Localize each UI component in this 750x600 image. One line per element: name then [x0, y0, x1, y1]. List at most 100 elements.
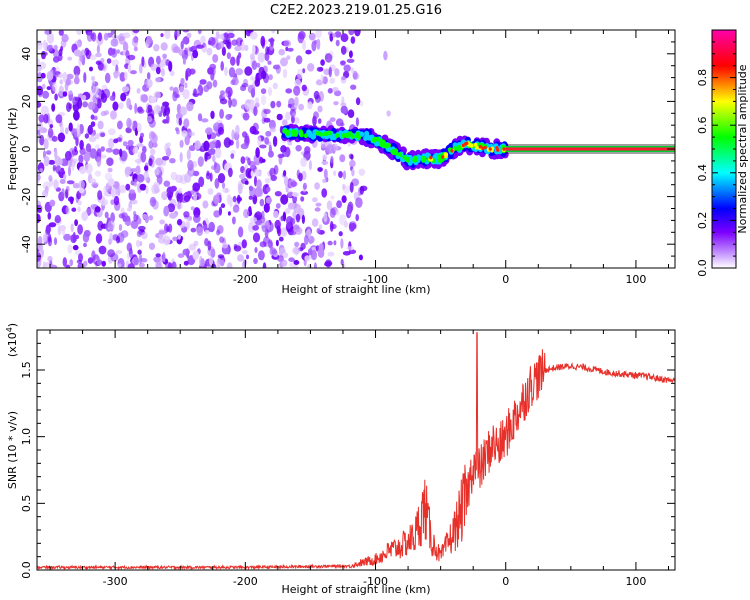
- spectrogram-noise-blob: [155, 263, 163, 268]
- spectrogram-noise-blob: [48, 175, 53, 182]
- spectrogram-noise-blob: [383, 50, 388, 61]
- spectrogram-noise-blob: [205, 172, 211, 180]
- spectrogram-noise-blob: [117, 120, 123, 130]
- spectrogram-noise-blob: [150, 63, 158, 71]
- spectrogram-noise-blob: [329, 117, 336, 122]
- spectrogram-noise-blob: [226, 52, 231, 60]
- spectrogram-noise-blob: [61, 229, 66, 236]
- spectrogram-noise-blob: [112, 70, 121, 77]
- spectrogram-noise-blob: [216, 257, 221, 268]
- y-tick-label: 20: [20, 94, 33, 108]
- spectrogram-signal-blob: [397, 152, 403, 158]
- spectrogram-noise-blob: [271, 30, 276, 34]
- spectrogram-noise-blob: [177, 200, 181, 210]
- spectrogram-noise-blob: [186, 149, 191, 161]
- spectrogram-y-tick-labels: -40 -20 0 20 40: [20, 47, 33, 253]
- y-tick-label: -20: [20, 188, 33, 206]
- spectrogram-noise-blob: [301, 214, 305, 224]
- spectrogram-noise-blob: [250, 76, 255, 81]
- x-tick-label: 100: [625, 575, 646, 588]
- spectrogram-noise-blob: [73, 110, 80, 121]
- spectrogram-noise-blob: [163, 105, 171, 116]
- spectrogram-noise-blob: [293, 85, 301, 96]
- spectrogram-noise-blob: [144, 165, 149, 172]
- spectrogram-noise-blob: [168, 60, 173, 72]
- spectrogram-noise-blob: [45, 150, 52, 155]
- spectrogram-noise-blob: [169, 212, 177, 219]
- spectrogram-noise-blob: [172, 236, 178, 241]
- spectrogram-noise-blob: [272, 82, 278, 90]
- spectrogram-noise-blob: [351, 168, 355, 177]
- spectrogram-noise-blob: [248, 185, 253, 192]
- spectrogram-noise-blob: [137, 106, 143, 113]
- spectrogram-noise-blob: [251, 60, 258, 70]
- spectrogram-noise-blob: [111, 59, 120, 67]
- spectrogram-noise-blob: [315, 30, 322, 39]
- spectrogram-noise-blob: [72, 183, 80, 189]
- spectrogram-signal-blob: [393, 148, 398, 154]
- spectrogram-noise-blob: [350, 36, 356, 44]
- spectrogram-noise-blob: [189, 68, 196, 75]
- spectrogram-noise-blob: [254, 102, 260, 108]
- spectrogram-noise-blob: [140, 94, 149, 103]
- spectrogram-noise-blob: [314, 182, 320, 190]
- spectrogram-noise-blob: [80, 49, 86, 57]
- spectrogram-noise-blob: [73, 76, 80, 85]
- spectrogram-noise-blob: [307, 63, 315, 72]
- spectrogram-noise-blob: [220, 259, 225, 267]
- spectrogram-noise-blob: [81, 211, 88, 222]
- spectrogram-noise-blob: [47, 255, 53, 262]
- spectrogram-noise-blob: [79, 166, 87, 175]
- spectrogram-noise-blob: [282, 68, 288, 79]
- spectrogram-noise-blob: [320, 59, 325, 66]
- spectrogram-noise-blob: [62, 257, 67, 267]
- spectrogram-signal-blob: [373, 136, 378, 142]
- spectrogram-noise-blob: [87, 257, 94, 264]
- spectrogram-noise-blob: [355, 97, 361, 106]
- spectrogram-noise-blob: [106, 58, 112, 64]
- spectrogram-noise-blob: [182, 248, 190, 256]
- spectrogram-noise-blob: [231, 129, 235, 140]
- spectrogram-noise-blob: [170, 185, 177, 192]
- spectrogram-noise-blob: [81, 94, 87, 101]
- spectrogram-noise-blob: [162, 156, 170, 161]
- spectrogram-noise-blob: [133, 178, 138, 187]
- spectrogram-noise-blob: [167, 262, 172, 268]
- spectrogram-noise-blob: [350, 154, 354, 160]
- spectrogram-noise-blob: [96, 259, 102, 266]
- spectrogram-noise-blob: [208, 36, 216, 46]
- spectrogram-noise-blob: [146, 72, 151, 80]
- spectrogram-noise-blob: [65, 127, 69, 135]
- y-tick-label: 0: [20, 146, 33, 153]
- spectrogram-noise-blob: [192, 250, 200, 261]
- spectrogram-noise-blob: [290, 181, 298, 187]
- spectrogram-noise-blob: [109, 232, 114, 244]
- spectrogram-noise-blob: [210, 110, 215, 120]
- spectrogram-noise-blob: [118, 224, 123, 231]
- spectrogram-noise-blob: [110, 110, 117, 120]
- spectrogram-noise-blob: [296, 68, 304, 80]
- spectrogram-noise-blob: [295, 55, 303, 65]
- spectrogram-noise-blob: [125, 145, 131, 150]
- spectrogram-noise-blob: [216, 229, 221, 236]
- spectrogram-noise-blob: [52, 56, 60, 63]
- y-tick-label: 1.5: [20, 361, 33, 379]
- spectrogram-noise-blob: [133, 46, 138, 52]
- spectrogram-noise-blob: [245, 168, 252, 179]
- spectrogram-noise-blob: [311, 40, 317, 52]
- spectrogram-noise-blob: [190, 227, 197, 233]
- spectrogram-noise-blob: [208, 148, 216, 155]
- spectrogram-noise-blob: [317, 105, 323, 113]
- spectrogram-noise-blob: [179, 85, 185, 96]
- spectrogram-noise-blob: [259, 198, 265, 207]
- spectrogram-noise-blob: [151, 184, 160, 195]
- spectrogram-noise-blob: [186, 218, 191, 229]
- spectrogram-noise-blob: [122, 86, 130, 93]
- spectrogram-noise-blob: [222, 242, 229, 249]
- spectrogram-noise-blob: [37, 39, 43, 50]
- spectrogram-noise-blob: [258, 250, 265, 261]
- spectrogram-noise-blob: [302, 182, 307, 190]
- spectrogram-noise-blob: [257, 136, 262, 148]
- spectrogram-noise-blob: [283, 175, 289, 187]
- spectrogram-noise-blob: [156, 105, 162, 114]
